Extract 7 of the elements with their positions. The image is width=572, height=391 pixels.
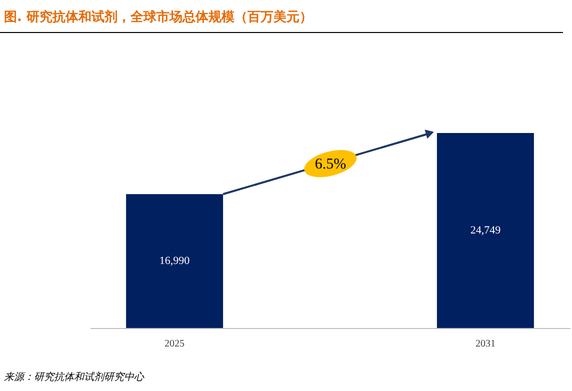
x-tick-label: 2025 [164,338,185,350]
data-label: 16,990 [159,255,190,268]
x-tick-label: 2031 [475,338,496,350]
data-label: 24,749 [470,224,502,236]
chart-title: 图. 研究抗体和试剂，全球市场总体规模（百万美元） [0,0,563,33]
source-note: 来源：研究抗体和试剂研究中心 [3,370,146,385]
annotation: 6.5% [314,156,346,173]
